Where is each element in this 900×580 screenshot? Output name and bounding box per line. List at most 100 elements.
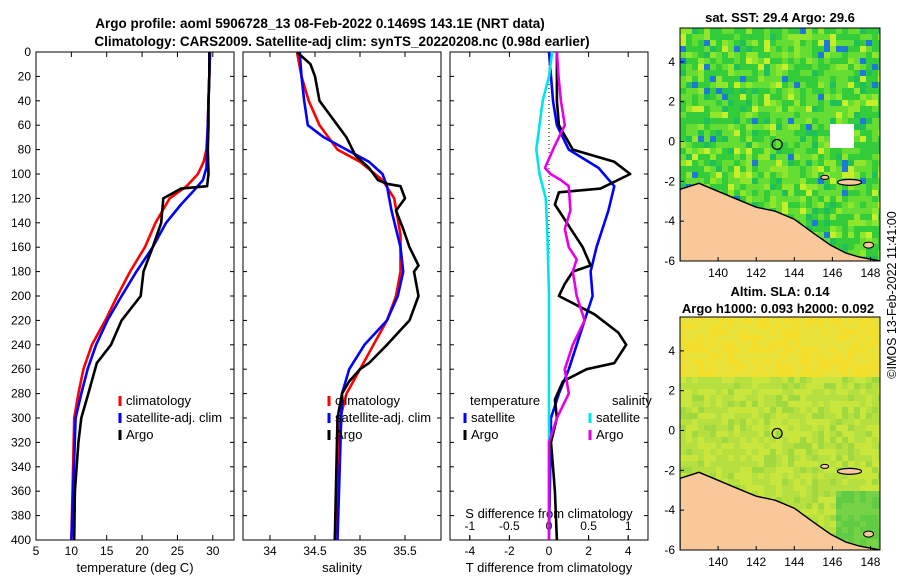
- map-cell: [770, 64, 776, 70]
- map-cell: [872, 142, 878, 148]
- map-cell: [848, 479, 854, 485]
- map-cell: [758, 377, 764, 383]
- map-cell: [794, 160, 800, 166]
- map-cell: [812, 371, 818, 377]
- map-cell: [710, 136, 716, 142]
- map-cell: [758, 473, 764, 479]
- map-cell: [812, 88, 818, 94]
- map-cell: [800, 335, 806, 341]
- map-cell: [776, 178, 782, 184]
- map-cell: [818, 28, 824, 34]
- map-cell: [734, 166, 740, 172]
- map-cell: [836, 28, 842, 34]
- map-cell: [854, 184, 860, 190]
- map-cell: [872, 124, 878, 130]
- map-cell: [830, 317, 836, 323]
- map-cell: [878, 148, 880, 154]
- map-cell: [818, 52, 824, 58]
- map-cell: [728, 335, 734, 341]
- map-cell: [824, 76, 830, 82]
- map-cell: [776, 70, 782, 76]
- map-cell: [770, 335, 776, 341]
- map-title: sat. SST: 29.4 Argo: 29.6: [705, 10, 855, 25]
- map-cell: [686, 443, 692, 449]
- map-cell: [854, 196, 860, 202]
- map-cell: [770, 136, 776, 142]
- map-cell: [866, 40, 872, 46]
- map-cell: [824, 413, 830, 419]
- map-cell: [878, 377, 880, 383]
- map-cell: [698, 401, 704, 407]
- map-frame: [679, 316, 881, 551]
- map-cell: [842, 52, 848, 58]
- y-tick-label: 340: [11, 460, 31, 474]
- map-cell: [830, 515, 836, 521]
- map-cell: [686, 88, 692, 94]
- series-line-2: [72, 52, 211, 540]
- map-cell: [860, 533, 866, 539]
- map-cell: [776, 172, 782, 178]
- map-cell: [854, 220, 860, 226]
- map-cell: [692, 347, 698, 353]
- map-cell: [848, 509, 854, 515]
- map-cell: [812, 106, 818, 112]
- map-cell: [776, 58, 782, 64]
- map-cell: [740, 52, 746, 58]
- map-cell: [836, 335, 842, 341]
- map-cell: [680, 341, 686, 347]
- map-cell: [746, 34, 752, 40]
- map-cell: [704, 437, 710, 443]
- map-cell: [728, 64, 734, 70]
- y-tick-label: -4: [664, 503, 675, 517]
- map-cell: [842, 431, 848, 437]
- map-cell: [764, 130, 770, 136]
- map-cell: [830, 76, 836, 82]
- map-cell: [752, 335, 758, 341]
- map-cell: [692, 419, 698, 425]
- map-cell: [788, 449, 794, 455]
- map-cell: [824, 88, 830, 94]
- map-cell: [872, 214, 878, 220]
- map-cell: [860, 389, 866, 395]
- map-cell: [740, 136, 746, 142]
- map-cell: [800, 401, 806, 407]
- map-cell: [824, 425, 830, 431]
- map-cell: [794, 196, 800, 202]
- map-cell: [770, 76, 776, 82]
- map-cell: [776, 317, 782, 323]
- map-cell: [722, 172, 728, 178]
- map-cell: [716, 100, 722, 106]
- map-cell: [728, 329, 734, 335]
- map-cell: [854, 214, 860, 220]
- map-cell: [746, 178, 752, 184]
- map-cell: [836, 521, 842, 527]
- map-cell: [800, 323, 806, 329]
- map-cell: [806, 166, 812, 172]
- map-cell: [776, 160, 782, 166]
- map-cell: [800, 329, 806, 335]
- map-cell: [698, 431, 704, 437]
- map-cell: [872, 347, 878, 353]
- series-line-1: [298, 52, 405, 540]
- map-cell: [824, 100, 830, 106]
- map-cell: [854, 365, 860, 371]
- map-cell: [848, 196, 854, 202]
- map-cell: [854, 130, 860, 136]
- map-cell: [722, 52, 728, 58]
- map-cell: [734, 443, 740, 449]
- map-cell: [698, 76, 704, 82]
- map-cell: [848, 190, 854, 196]
- map-cell: [788, 148, 794, 154]
- map-cell: [836, 431, 842, 437]
- map-cell: [854, 317, 860, 323]
- map-cell: [854, 521, 860, 527]
- map-cell: [848, 347, 854, 353]
- map-cell: [764, 455, 770, 461]
- map-cell: [812, 178, 818, 184]
- map-cell: [794, 124, 800, 130]
- map-cell: [836, 341, 842, 347]
- map-cell: [860, 539, 866, 545]
- map-cell: [800, 449, 806, 455]
- map-cell: [698, 178, 704, 184]
- map-cell: [776, 437, 782, 443]
